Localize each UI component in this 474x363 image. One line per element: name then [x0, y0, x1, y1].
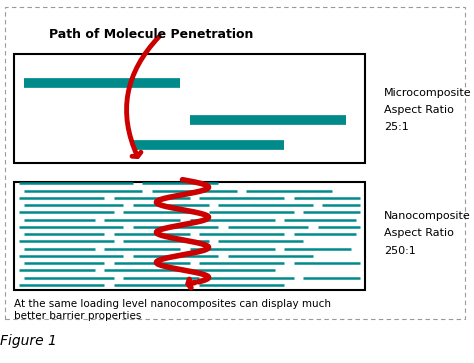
Text: Aspect Ratio: Aspect Ratio: [384, 228, 454, 238]
Text: 25:1: 25:1: [384, 122, 409, 132]
Text: Nanocomposite: Nanocomposite: [384, 211, 471, 221]
Bar: [14, 182, 365, 290]
Text: Microcomposite: Microcomposite: [384, 87, 472, 98]
Text: 250:1: 250:1: [384, 246, 416, 256]
Bar: [5, 7, 465, 319]
Text: Aspect Ratio: Aspect Ratio: [384, 105, 454, 115]
Text: Figure 1: Figure 1: [0, 334, 57, 348]
Bar: [14, 54, 365, 163]
Text: At the same loading level nanocomposites can display much
better barrier propert: At the same loading level nanocomposites…: [14, 299, 331, 321]
Text: Path of Molecule Penetration: Path of Molecule Penetration: [49, 28, 254, 41]
